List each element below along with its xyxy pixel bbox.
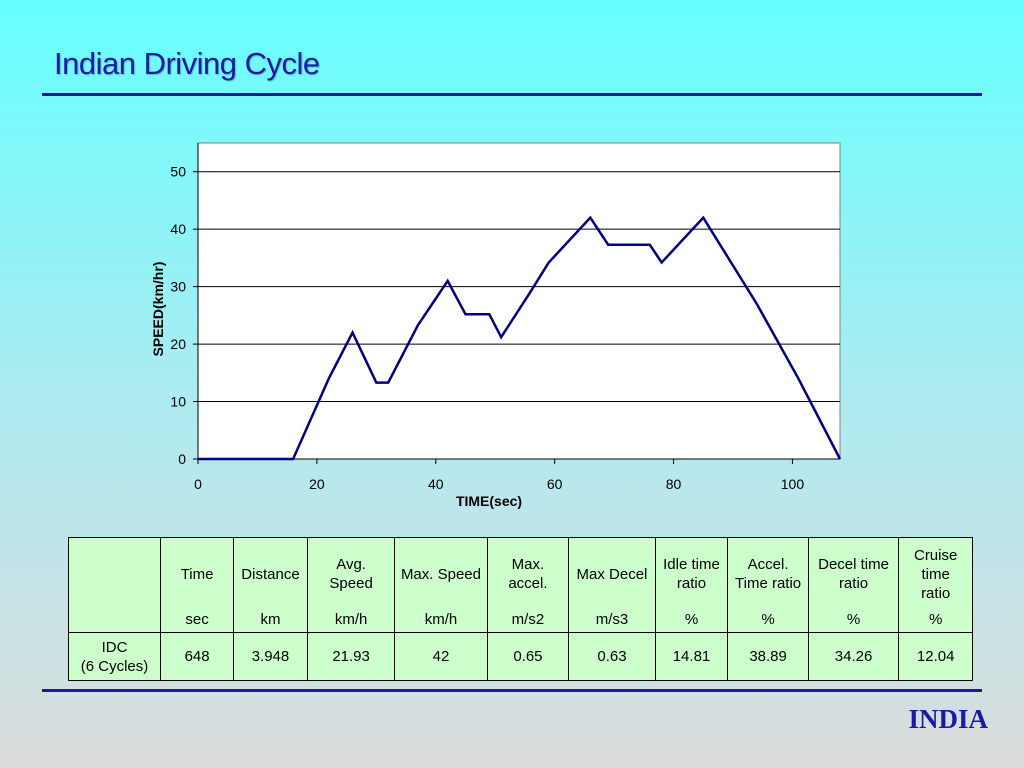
header-unit: km	[260, 611, 281, 628]
header-label: Max Decel	[576, 565, 648, 583]
header-unit	[71, 610, 158, 632]
header-label: Cruise time ratio	[913, 546, 958, 602]
header-unit: m/s3	[595, 611, 629, 628]
value-cell: 38.89	[727, 632, 809, 681]
x-tick-label: 100	[781, 476, 805, 492]
plot-area	[197, 142, 841, 460]
value-cell: 0.63	[568, 632, 656, 681]
header-unit: %	[684, 611, 699, 628]
y-tick-label: 30	[170, 279, 186, 295]
speed-series-line	[198, 215, 842, 461]
header-unit: km/h	[334, 611, 368, 628]
value-cell: 21.93	[306, 632, 396, 681]
y-tick-label: 20	[170, 336, 186, 352]
header-label: Distance	[241, 565, 300, 583]
header-cell: Cruise time ratio%	[898, 537, 973, 633]
header-label: Avg. Speed	[329, 556, 373, 592]
header-unit: m/s2	[511, 611, 545, 628]
value-cell: 12.04	[898, 632, 973, 681]
header-cell: Idle time ratio%	[654, 537, 729, 633]
header-unit: %	[929, 611, 943, 628]
speed-time-chart: 0 10 20 30 40 50 0 20 40 60 80 100 TIME(sec) SPEED(km…	[150, 142, 842, 509]
header-cell: Time sec	[159, 537, 235, 633]
x-tick-label: 60	[547, 476, 563, 492]
header-unit: sec	[185, 611, 209, 628]
value-cell: 14.81	[654, 632, 729, 681]
y-tick-label: 0	[178, 451, 186, 467]
header-cell-blank	[68, 537, 161, 633]
header-cell: Accel. Time ratio%	[727, 537, 809, 633]
header-cell: Avg. Speed km/h	[306, 537, 396, 633]
header-cell: Max. accel. m/s2	[486, 537, 570, 633]
value-cell: 648	[159, 632, 235, 681]
header-label: Idle time ratio	[663, 556, 720, 592]
y-tick-label: 50	[170, 164, 186, 180]
value-cell: 3.948	[233, 632, 308, 681]
header-unit: %	[761, 611, 775, 628]
x-tick-label: 20	[309, 476, 325, 492]
x-axis-label: TIME(sec)	[456, 493, 522, 509]
x-tick-label: 40	[428, 476, 444, 492]
header-unit: km/h	[424, 611, 458, 628]
y-axis-label: SPEED(km/hr)	[150, 262, 166, 357]
header-cell: Decel time ratio%	[807, 537, 900, 633]
table-header-row: Time sec Distance km Avg. Speed km/h Max. Spee…	[68, 537, 973, 633]
header-cell: Distance km	[233, 537, 308, 633]
footer-logo: INDIA	[908, 704, 988, 734]
value-cell: 34.26	[807, 632, 900, 681]
header-label: Max. accel.	[508, 556, 548, 592]
y-tick-label: 10	[170, 394, 186, 410]
y-tick-label: 40	[170, 221, 186, 237]
row-label-cell: IDC (6 Cycles)	[68, 632, 161, 681]
value-cell: 0.65	[486, 632, 570, 681]
header-cell: Max. Speed km/h	[394, 537, 488, 633]
footer-divider	[42, 689, 982, 692]
header-label: Accel. Time ratio	[735, 556, 802, 592]
header-label: Max. Speed	[400, 565, 481, 583]
value-cell: 42	[394, 632, 488, 681]
header-unit: %	[846, 611, 861, 628]
table-row: IDC (6 Cycles) 648 3.948 21.93 42 0.65 0.63 14.…	[68, 632, 973, 681]
title-divider	[42, 93, 982, 96]
x-tick-label: 80	[666, 476, 682, 492]
header-label: Time	[180, 565, 214, 583]
x-tick-label: 0	[194, 476, 202, 492]
slide-title: Indian Driving Cycle	[54, 46, 320, 81]
cycle-parameters-table: Time sec Distance km Avg. Speed km/h Max. Spee…	[68, 537, 973, 681]
header-cell: Max Decel m/s3	[568, 537, 656, 633]
header-label: Decel time ratio	[818, 556, 889, 592]
